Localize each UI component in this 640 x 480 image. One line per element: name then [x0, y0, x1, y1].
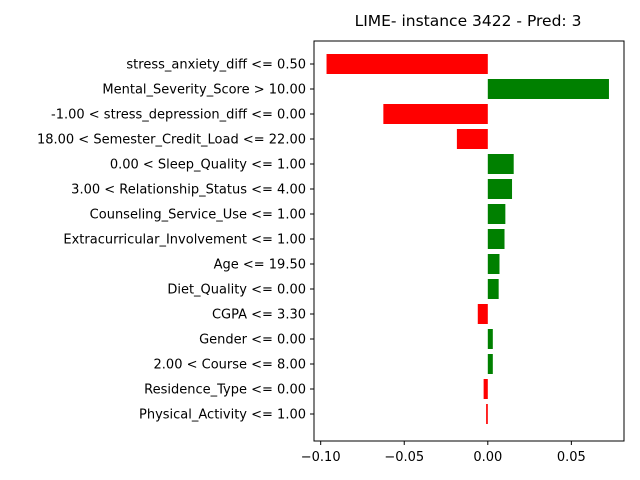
y-tick-label: stress_anxiety_diff <= 0.50 [126, 58, 306, 73]
bars-group [326, 54, 609, 424]
bar-15 [486, 404, 488, 424]
y-tick-label: Age <= 19.50 [214, 258, 306, 273]
bar-3 [383, 104, 488, 124]
y-tick-label: Mental_Severity_Score > 10.00 [102, 83, 306, 98]
y-tick-label: CGPA <= 3.30 [212, 308, 306, 323]
x-tick-label: −0.05 [384, 450, 424, 465]
bar-5 [487, 154, 514, 174]
chart-title: LIME- instance 3422 - Pred: 3 [355, 12, 582, 30]
y-tick-label: Extracurricular_Involvement <= 1.00 [63, 233, 306, 248]
y-tick-label: Gender <= 0.00 [199, 333, 306, 348]
y-tick-label: 2.00 < Course <= 8.00 [154, 358, 306, 373]
x-tick-label: 0.00 [473, 450, 502, 465]
x-tick-label: −0.10 [301, 450, 341, 465]
bar-9 [487, 254, 500, 274]
y-tick-labels: stress_anxiety_diff <= 0.50 Mental_Severi… [37, 58, 314, 423]
y-tick-label: Counseling_Service_Use <= 1.00 [90, 208, 306, 223]
y-tick-label: 18.00 < Semester_Credit_Load <= 22.00 [37, 133, 306, 148]
y-tick-label: Diet_Quality <= 0.00 [167, 283, 306, 298]
bar-6 [487, 179, 513, 199]
bar-10 [487, 279, 499, 299]
y-tick-label: Physical_Activity <= 1.00 [139, 408, 306, 423]
y-tick-label: Residence_Type <= 0.00 [144, 383, 306, 398]
bar-13 [487, 354, 493, 374]
x-tick-label: 0.05 [557, 450, 586, 465]
bar-14 [483, 379, 488, 399]
y-tick-label: -1.00 < stress_depression_diff <= 0.00 [51, 108, 306, 123]
axes-frame [313, 40, 625, 442]
bar-12 [487, 329, 493, 349]
bar-1 [326, 54, 488, 74]
y-tick-label: 3.00 < Relationship_Status <= 4.00 [71, 183, 306, 198]
x-axis-ticks: −0.10 −0.05 0.00 0.05 [301, 441, 586, 465]
bar-8 [487, 229, 505, 249]
y-tick-label: 0.00 < Sleep_Quality <= 1.00 [110, 158, 306, 173]
bar-4 [456, 129, 488, 149]
bar-2 [487, 79, 609, 99]
bar-11 [477, 304, 488, 324]
bar-7 [487, 204, 506, 224]
